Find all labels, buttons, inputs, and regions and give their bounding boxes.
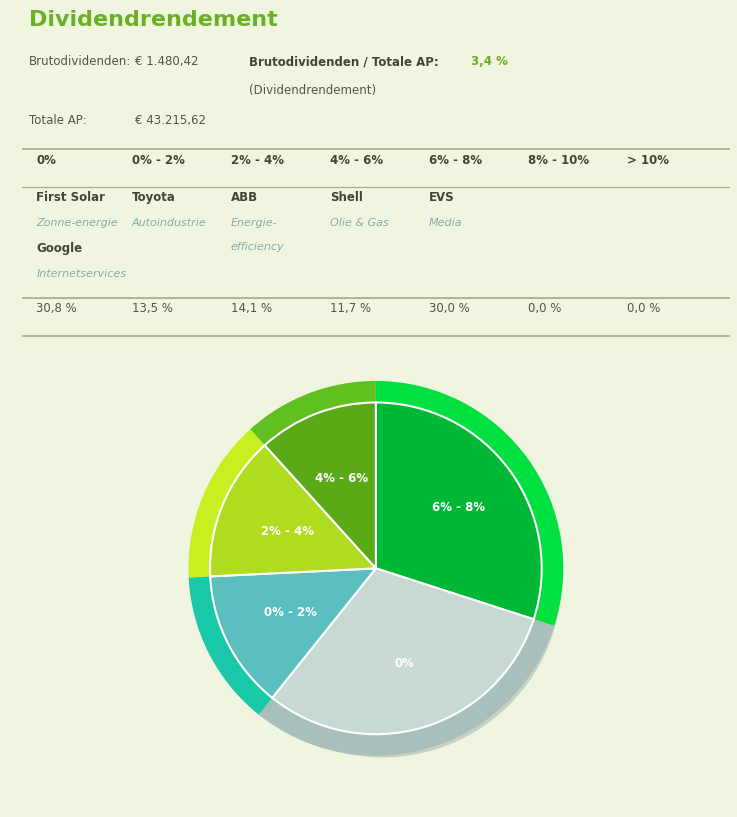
Text: Internetservices: Internetservices [36,269,126,279]
Text: 0%: 0% [394,657,414,670]
Text: Toyota: Toyota [132,191,175,204]
Text: 6% - 8%: 6% - 8% [433,502,486,515]
Text: 4% - 6%: 4% - 6% [315,472,368,485]
Wedge shape [210,569,376,698]
Text: Autoindustrie: Autoindustrie [132,218,206,228]
Text: 0% - 2%: 0% - 2% [264,605,317,618]
Text: 4% - 6%: 4% - 6% [330,154,383,167]
Text: 8% - 10%: 8% - 10% [528,154,589,167]
Text: Totale AP:: Totale AP: [29,114,87,127]
Text: Brutodividenden:: Brutodividenden: [29,56,131,69]
Wedge shape [376,403,542,619]
Wedge shape [376,381,563,626]
Wedge shape [189,577,272,715]
Text: 30,0 %: 30,0 % [429,302,469,315]
Wedge shape [272,569,534,734]
Text: Google: Google [36,242,83,255]
Text: 30,8 %: 30,8 % [36,302,77,315]
Text: EVS: EVS [429,191,455,204]
Wedge shape [251,381,376,445]
Wedge shape [262,400,383,578]
Text: 3,4 %: 3,4 % [472,56,509,69]
Text: 6% - 8%: 6% - 8% [429,154,482,167]
Text: 0,0 %: 0,0 % [528,302,562,315]
Text: Dividendrendement: Dividendrendement [29,10,278,30]
Text: Shell: Shell [330,191,363,204]
Text: 2% - 4%: 2% - 4% [231,154,284,167]
Text: Media: Media [429,218,463,228]
Text: € 1.480,42: € 1.480,42 [136,56,199,69]
Text: € 43.215,62: € 43.215,62 [136,114,206,127]
Text: > 10%: > 10% [627,154,669,167]
Wedge shape [383,400,562,633]
Text: efficiency: efficiency [231,242,284,252]
Text: 0% - 2%: 0% - 2% [132,154,185,167]
Text: Zonne-energie: Zonne-energie [36,218,118,228]
Wedge shape [210,445,376,577]
Wedge shape [189,429,265,578]
Text: Olie & Gas: Olie & Gas [330,218,388,228]
Text: ABB: ABB [231,191,258,204]
Text: Energie-: Energie- [231,218,277,228]
Text: 13,5 %: 13,5 % [132,302,172,315]
Text: 11,7 %: 11,7 % [330,302,371,315]
Text: 0%: 0% [36,154,56,167]
Wedge shape [203,445,383,587]
Wedge shape [203,578,383,718]
Wedge shape [259,619,554,756]
Wedge shape [270,578,553,757]
Wedge shape [265,403,376,569]
Text: 14,1 %: 14,1 % [231,302,272,315]
Text: Brutodividenden / Totale AP:: Brutodividenden / Totale AP: [248,56,442,69]
Text: 2% - 4%: 2% - 4% [261,525,313,538]
Text: 0,0 %: 0,0 % [627,302,660,315]
Text: First Solar: First Solar [36,191,105,204]
Text: (Dividendrendement): (Dividendrendement) [248,84,376,97]
